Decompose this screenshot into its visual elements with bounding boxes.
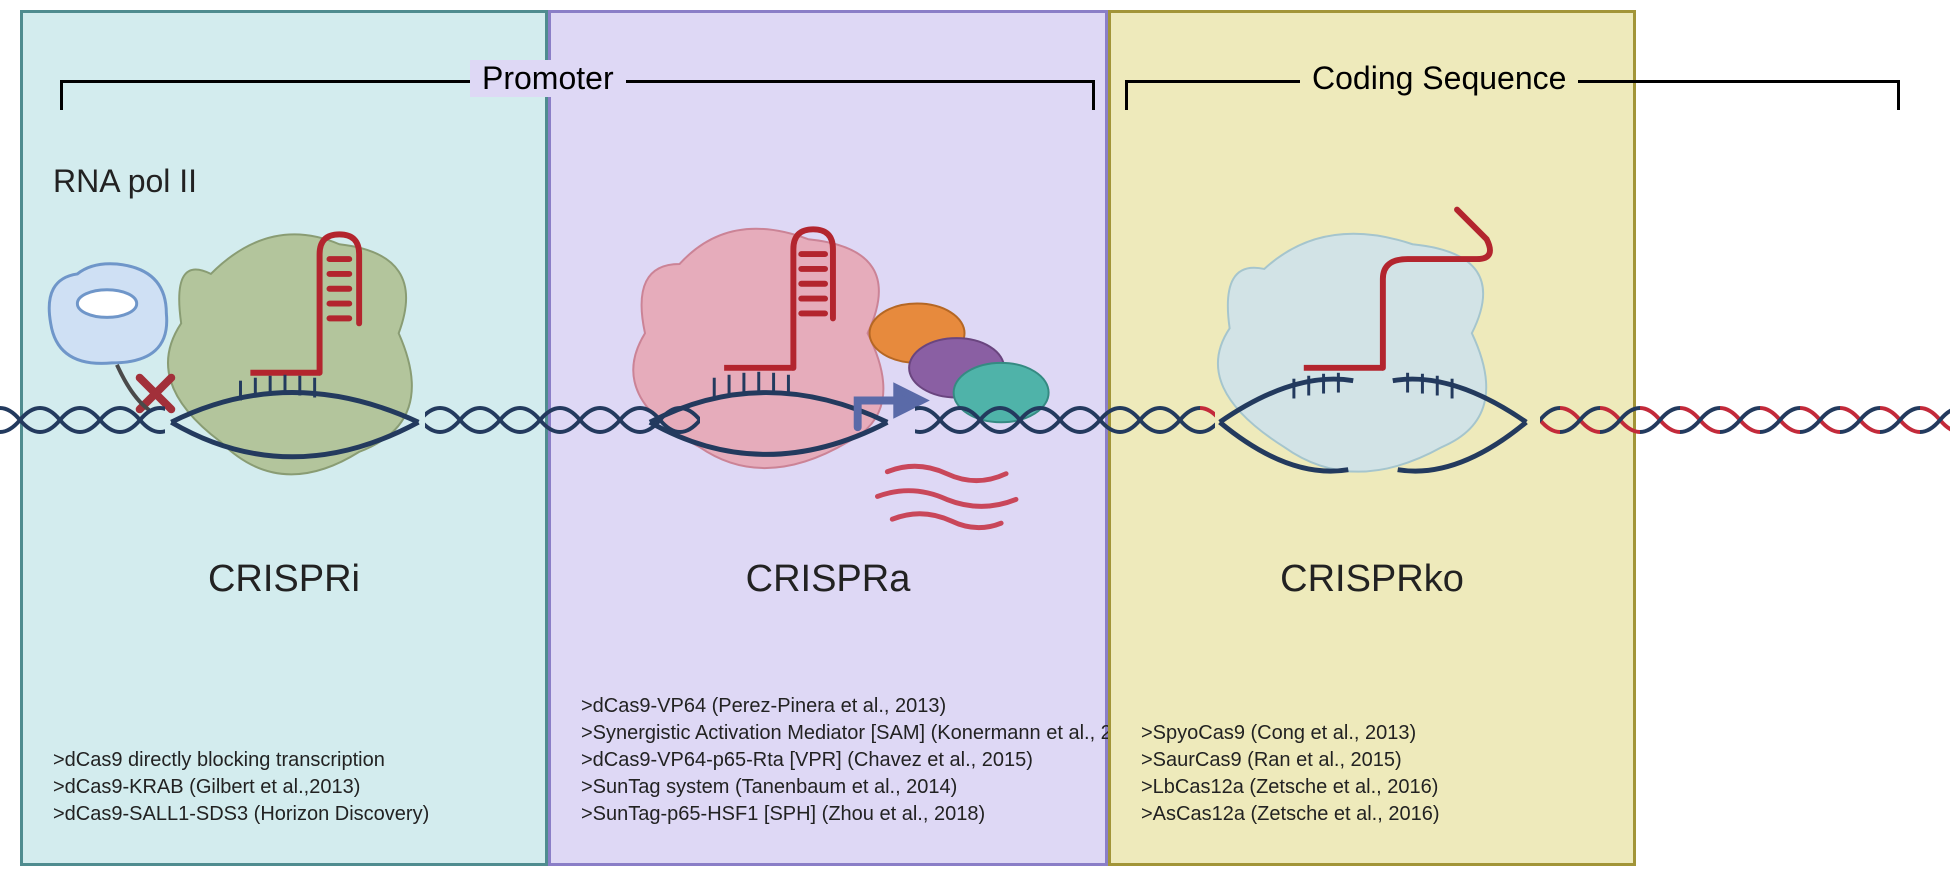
ref-item: >dCas9-SALL1-SDS3 (Horizon Discovery): [53, 801, 515, 828]
ref-item: >SunTag system (Tanenbaum et al., 2014): [581, 774, 1075, 801]
ref-item: >dCas9-KRAB (Gilbert et al.,2013): [53, 774, 515, 801]
panel-title-crispri: CRISPRi: [23, 558, 545, 601]
dna-helix: [0, 398, 1950, 442]
ref-item: >SpyoCas9 (Cong et al., 2013): [1141, 720, 1603, 747]
crisprko-illustration: [1111, 163, 1633, 543]
ref-list-crispra: >dCas9-VP64 (Perez-Pinera et al., 2013) …: [581, 693, 1075, 828]
rna-pol-icon: [49, 264, 167, 364]
transcripts-icon: [877, 466, 1016, 527]
ref-item: >dCas9-VP64-p65-Rta [VPR] (Chavez et al.…: [581, 747, 1075, 774]
ref-item: >LbCas12a (Zetsche et al., 2016): [1141, 774, 1603, 801]
ref-list-crispri: >dCas9 directly blocking transcription >…: [53, 747, 515, 828]
crispra-illustration: [551, 163, 1105, 543]
coding-label: Coding Sequence: [1300, 60, 1578, 97]
ref-item: >AsCas12a (Zetsche et al., 2016): [1141, 801, 1603, 828]
panel-title-crispra: CRISPRa: [551, 558, 1105, 601]
crispri-illustration: [23, 163, 545, 543]
ref-item: >dCas9-VP64 (Perez-Pinera et al., 2013): [581, 693, 1075, 720]
ref-list-crisprko: >SpyoCas9 (Cong et al., 2013) >SaurCas9 …: [1141, 720, 1603, 828]
promoter-label: Promoter: [470, 60, 626, 97]
panel-title-crisprko: CRISPRko: [1111, 558, 1633, 601]
ref-item: >SaurCas9 (Ran et al., 2015): [1141, 747, 1603, 774]
ref-item: >Synergistic Activation Mediator [SAM] (…: [581, 720, 1075, 747]
ref-item: >SunTag-p65-HSF1 [SPH] (Zhou et al., 201…: [581, 801, 1075, 828]
ref-item: >dCas9 directly blocking transcription: [53, 747, 515, 774]
